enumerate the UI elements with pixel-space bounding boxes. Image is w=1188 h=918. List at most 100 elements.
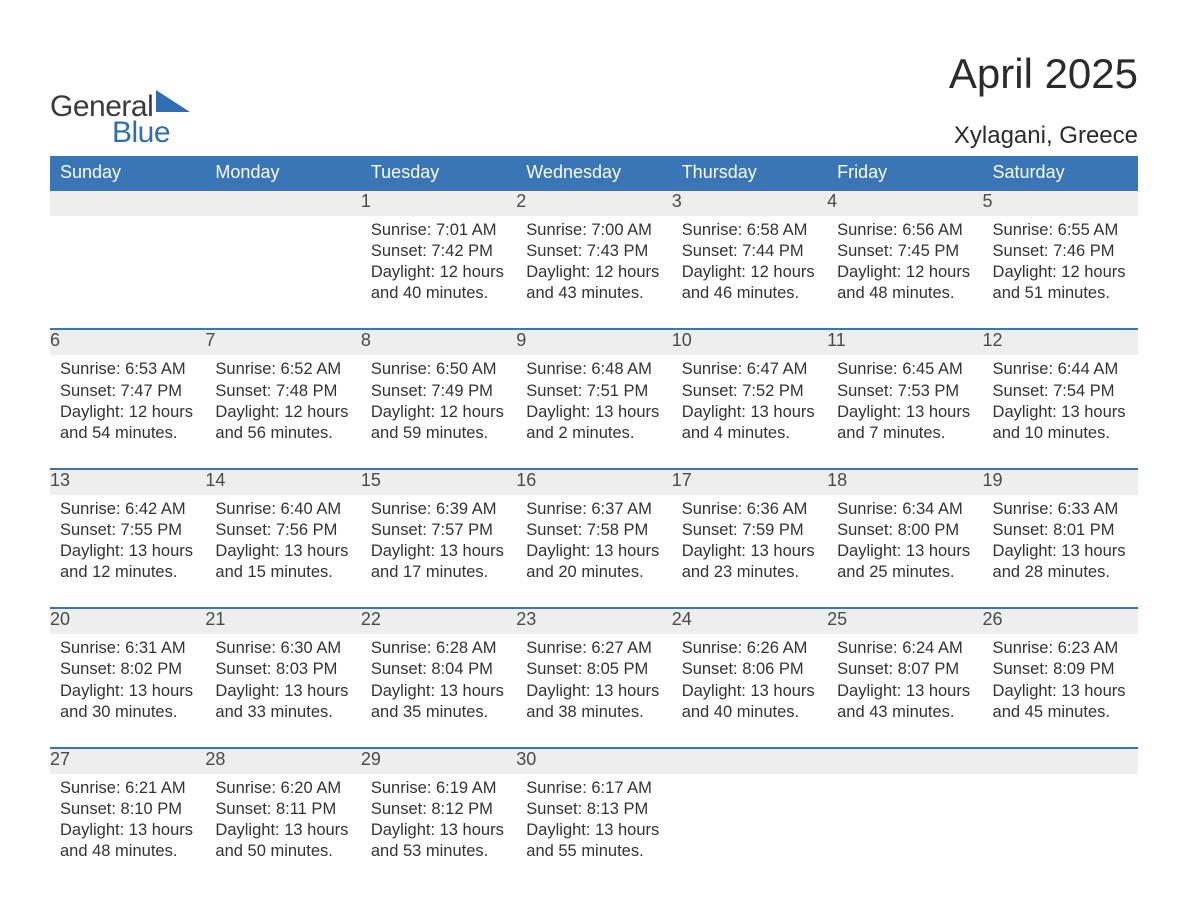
day-sunset: Sunset: 8:12 PM <box>371 799 506 820</box>
day-info: Sunrise: 6:48 AMSunset: 7:51 PMDaylight:… <box>516 355 671 467</box>
day-sunset: Sunset: 7:44 PM <box>682 241 817 262</box>
day-info-cell: Sunrise: 6:26 AMSunset: 8:06 PMDaylight:… <box>672 634 827 747</box>
day-info-cell: Sunrise: 6:34 AMSunset: 8:00 PMDaylight:… <box>827 495 982 608</box>
day-number-cell: 16 <box>516 469 671 495</box>
day-sunset: Sunset: 7:55 PM <box>60 520 195 541</box>
day-info <box>827 782 982 878</box>
day-info-cell <box>50 216 205 329</box>
day-sunset: Sunset: 7:57 PM <box>371 520 506 541</box>
day-sunrise: Sunrise: 6:53 AM <box>60 359 195 380</box>
day-number-cell <box>827 748 982 774</box>
day-number-cell <box>672 748 827 774</box>
day-d1: Daylight: 13 hours <box>60 681 195 702</box>
day-sunrise: Sunrise: 6:27 AM <box>526 638 661 659</box>
day-d2: and 15 minutes. <box>215 562 350 583</box>
day-info-cell: Sunrise: 6:27 AMSunset: 8:05 PMDaylight:… <box>516 634 671 747</box>
day-info: Sunrise: 7:01 AMSunset: 7:42 PMDaylight:… <box>361 216 516 328</box>
day-number-cell: 22 <box>361 608 516 634</box>
day-info-cell: Sunrise: 6:23 AMSunset: 8:09 PMDaylight:… <box>983 634 1138 747</box>
day-sunset: Sunset: 7:49 PM <box>371 381 506 402</box>
day-d2: and 4 minutes. <box>682 423 817 444</box>
day-info-cell: Sunrise: 6:37 AMSunset: 7:58 PMDaylight:… <box>516 495 671 608</box>
day-info: Sunrise: 6:19 AMSunset: 8:12 PMDaylight:… <box>361 774 516 886</box>
day-number-cell: 17 <box>672 469 827 495</box>
day-sunset: Sunset: 8:00 PM <box>837 520 972 541</box>
day-number-cell: 8 <box>361 329 516 355</box>
day-info-cell: Sunrise: 6:39 AMSunset: 7:57 PMDaylight:… <box>361 495 516 608</box>
day-d1: Daylight: 13 hours <box>526 681 661 702</box>
day-number-cell: 26 <box>983 608 1138 634</box>
day-d2: and 38 minutes. <box>526 702 661 723</box>
calendar-head: Sunday Monday Tuesday Wednesday Thursday… <box>50 156 1138 190</box>
day-d1: Daylight: 12 hours <box>371 402 506 423</box>
day-d1: Daylight: 13 hours <box>371 681 506 702</box>
day-info <box>983 782 1138 878</box>
day-d2: and 10 minutes. <box>993 423 1128 444</box>
dayname-tue: Tuesday <box>361 156 516 190</box>
week-info-row: Sunrise: 7:01 AMSunset: 7:42 PMDaylight:… <box>50 216 1138 329</box>
day-info-cell: Sunrise: 6:40 AMSunset: 7:56 PMDaylight:… <box>205 495 360 608</box>
day-sunrise: Sunrise: 7:00 AM <box>526 220 661 241</box>
week-info-row: Sunrise: 6:31 AMSunset: 8:02 PMDaylight:… <box>50 634 1138 747</box>
week-daynum-row: 12345 <box>50 190 1138 216</box>
day-sunrise: Sunrise: 6:52 AM <box>215 359 350 380</box>
day-d2: and 30 minutes. <box>60 702 195 723</box>
day-sunrise: Sunrise: 6:40 AM <box>215 499 350 520</box>
day-number-cell: 6 <box>50 329 205 355</box>
day-info: Sunrise: 6:40 AMSunset: 7:56 PMDaylight:… <box>205 495 360 607</box>
day-number-cell: 21 <box>205 608 360 634</box>
day-sunrise: Sunrise: 6:58 AM <box>682 220 817 241</box>
day-sunset: Sunset: 8:03 PM <box>215 659 350 680</box>
day-number-cell: 25 <box>827 608 982 634</box>
week-info-row: Sunrise: 6:53 AMSunset: 7:47 PMDaylight:… <box>50 355 1138 468</box>
day-info-cell: Sunrise: 7:00 AMSunset: 7:43 PMDaylight:… <box>516 216 671 329</box>
day-sunrise: Sunrise: 6:24 AM <box>837 638 972 659</box>
day-info: Sunrise: 6:44 AMSunset: 7:54 PMDaylight:… <box>983 355 1138 467</box>
day-number-cell: 11 <box>827 329 982 355</box>
day-d2: and 23 minutes. <box>682 562 817 583</box>
day-d2: and 40 minutes. <box>682 702 817 723</box>
day-sunrise: Sunrise: 6:20 AM <box>215 778 350 799</box>
day-info-cell <box>205 216 360 329</box>
dayname-mon: Monday <box>205 156 360 190</box>
day-d2: and 33 minutes. <box>215 702 350 723</box>
day-d1: Daylight: 12 hours <box>837 262 972 283</box>
day-number-cell <box>50 190 205 216</box>
day-info-cell: Sunrise: 6:36 AMSunset: 7:59 PMDaylight:… <box>672 495 827 608</box>
day-info-cell: Sunrise: 7:01 AMSunset: 7:42 PMDaylight:… <box>361 216 516 329</box>
day-sunrise: Sunrise: 6:31 AM <box>60 638 195 659</box>
day-sunrise: Sunrise: 6:44 AM <box>993 359 1128 380</box>
day-sunset: Sunset: 7:48 PM <box>215 381 350 402</box>
day-info-cell <box>827 774 982 886</box>
day-d1: Daylight: 13 hours <box>993 402 1128 423</box>
day-d1: Daylight: 13 hours <box>837 541 972 562</box>
day-info-cell: Sunrise: 6:44 AMSunset: 7:54 PMDaylight:… <box>983 355 1138 468</box>
day-info: Sunrise: 6:27 AMSunset: 8:05 PMDaylight:… <box>516 634 671 746</box>
day-d1: Daylight: 13 hours <box>215 681 350 702</box>
day-info-cell: Sunrise: 6:31 AMSunset: 8:02 PMDaylight:… <box>50 634 205 747</box>
day-sunset: Sunset: 7:45 PM <box>837 241 972 262</box>
week-daynum-row: 27282930 <box>50 748 1138 774</box>
day-sunset: Sunset: 7:53 PM <box>837 381 972 402</box>
day-number-cell: 19 <box>983 469 1138 495</box>
dayname-wed: Wednesday <box>516 156 671 190</box>
day-d2: and 45 minutes. <box>993 702 1128 723</box>
day-info-cell: Sunrise: 6:47 AMSunset: 7:52 PMDaylight:… <box>672 355 827 468</box>
day-sunset: Sunset: 8:04 PM <box>371 659 506 680</box>
day-info: Sunrise: 6:42 AMSunset: 7:55 PMDaylight:… <box>50 495 205 607</box>
day-info <box>205 224 360 320</box>
day-info-cell: Sunrise: 6:55 AMSunset: 7:46 PMDaylight:… <box>983 216 1138 329</box>
day-number-cell <box>205 190 360 216</box>
day-info-cell: Sunrise: 6:42 AMSunset: 7:55 PMDaylight:… <box>50 495 205 608</box>
calendar-table: Sunday Monday Tuesday Wednesday Thursday… <box>50 156 1138 886</box>
week-daynum-row: 20212223242526 <box>50 608 1138 634</box>
day-info: Sunrise: 6:45 AMSunset: 7:53 PMDaylight:… <box>827 355 982 467</box>
day-info: Sunrise: 6:53 AMSunset: 7:47 PMDaylight:… <box>50 355 205 467</box>
day-info: Sunrise: 6:50 AMSunset: 7:49 PMDaylight:… <box>361 355 516 467</box>
day-info <box>50 224 205 320</box>
day-info-cell: Sunrise: 6:20 AMSunset: 8:11 PMDaylight:… <box>205 774 360 886</box>
day-number-cell: 18 <box>827 469 982 495</box>
day-sunrise: Sunrise: 6:45 AM <box>837 359 972 380</box>
day-info-cell: Sunrise: 6:56 AMSunset: 7:45 PMDaylight:… <box>827 216 982 329</box>
day-info: Sunrise: 6:23 AMSunset: 8:09 PMDaylight:… <box>983 634 1138 746</box>
